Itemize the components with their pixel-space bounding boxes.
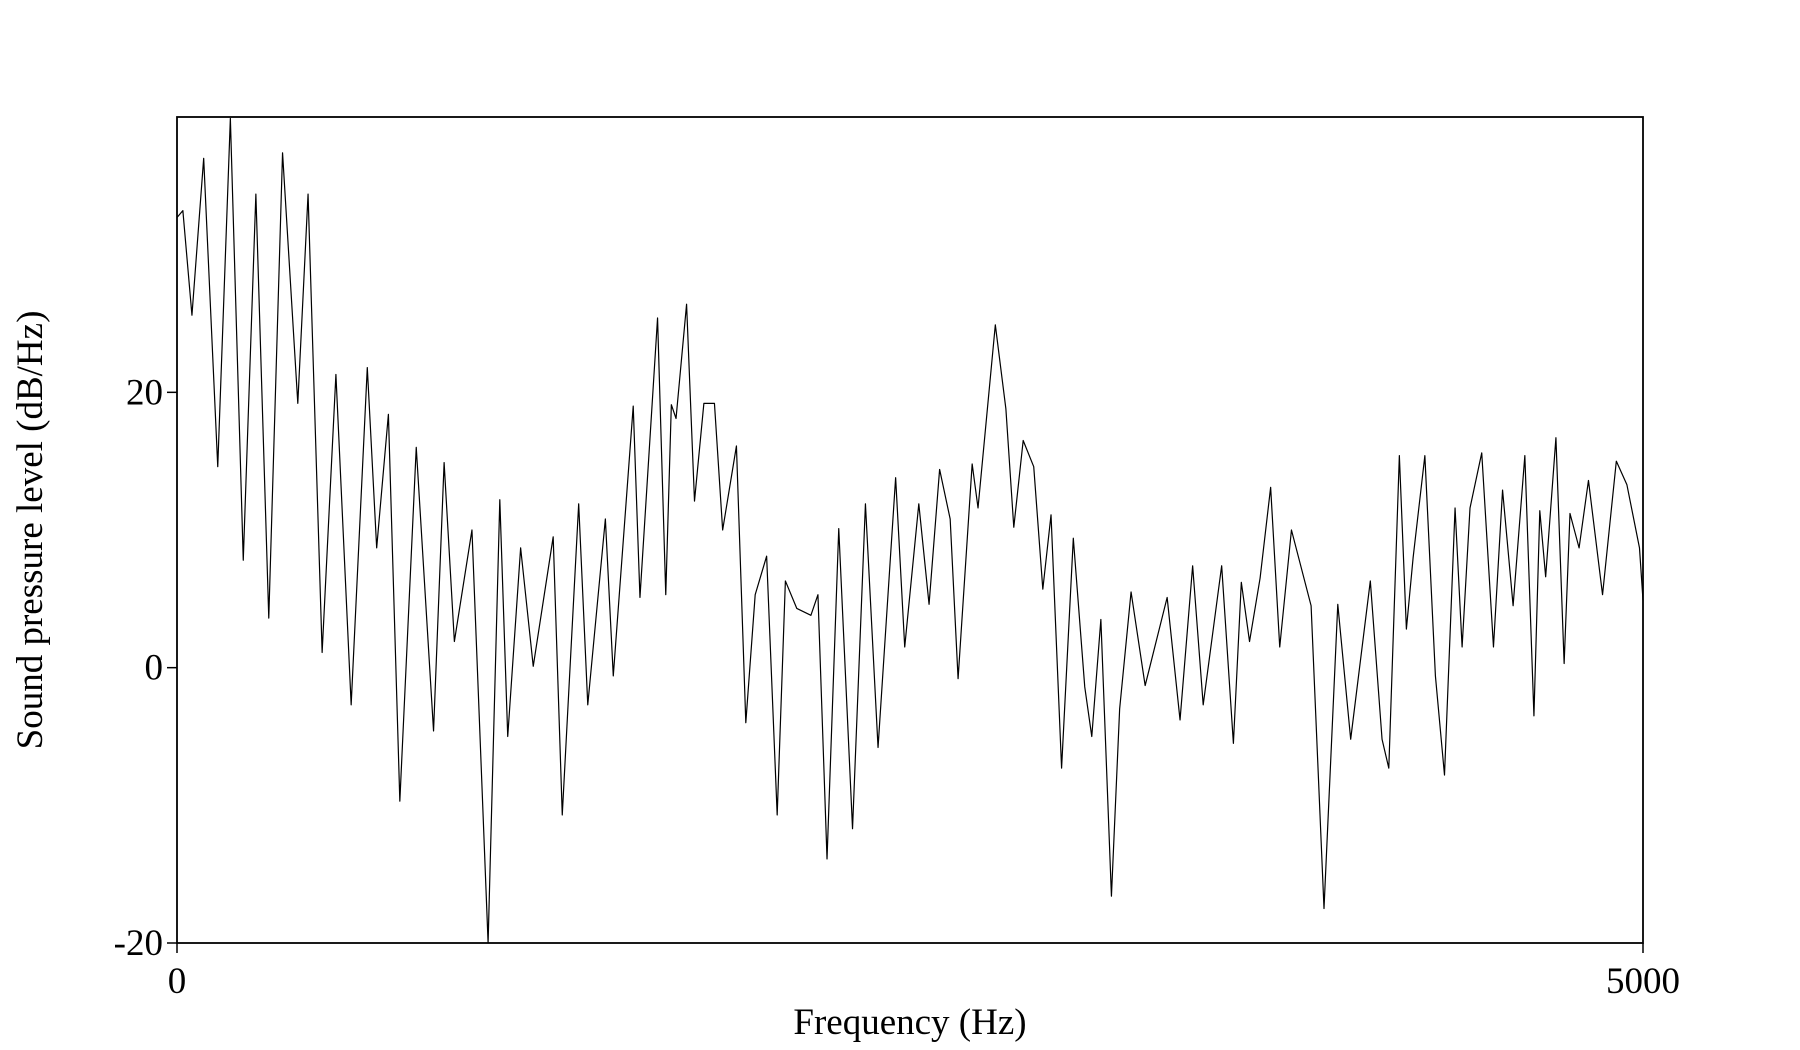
x-axis-label: Frequency (Hz) xyxy=(793,1002,1026,1043)
y-tick-label: -20 xyxy=(114,923,163,964)
spectrum-line xyxy=(176,117,1644,944)
y-axis-label: Sound pressure level (dB/Hz) xyxy=(10,311,51,750)
x-tick-label: 0 xyxy=(168,961,187,1002)
plot-frame xyxy=(176,116,1644,944)
x-tick-label: 5000 xyxy=(1606,961,1680,1002)
y-tick-label: 20 xyxy=(126,372,163,413)
y-tick-label: 0 xyxy=(145,648,164,689)
